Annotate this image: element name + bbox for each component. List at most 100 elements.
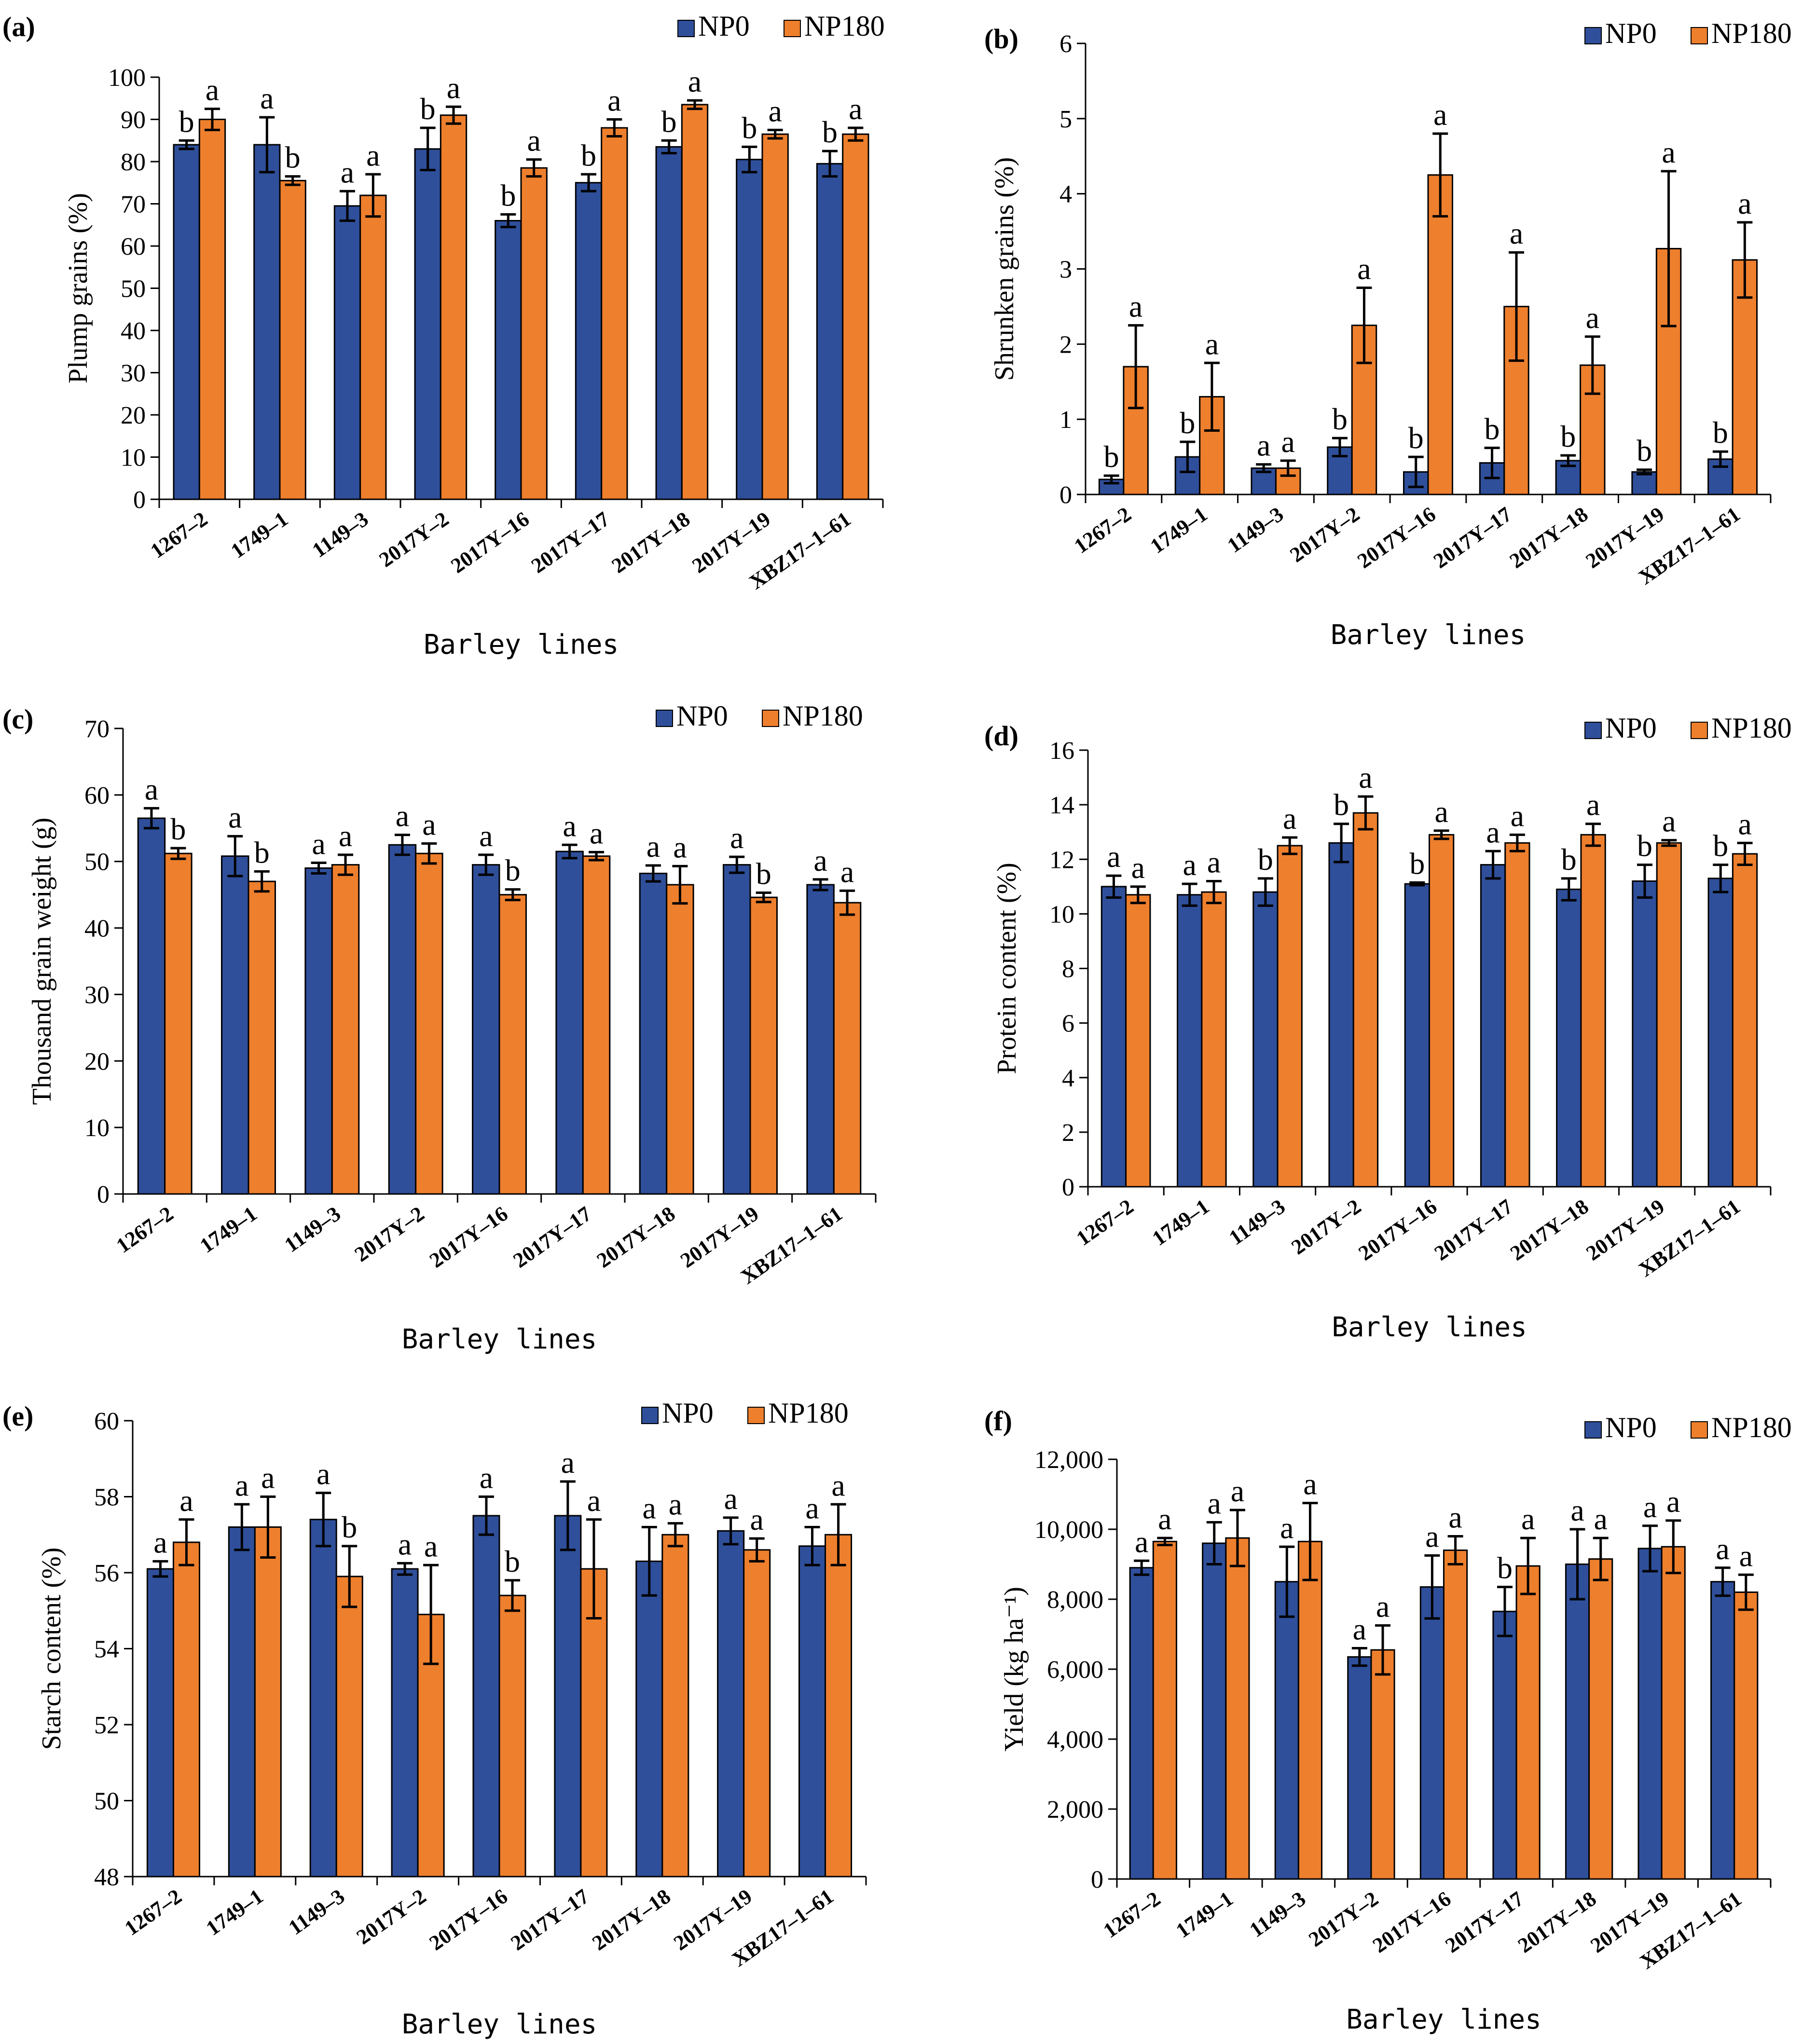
legend-swatch-np180 [762, 710, 779, 727]
significance-letter: a [1511, 798, 1524, 833]
category-label: 2017Y–17 [509, 1202, 596, 1273]
legend-swatch-np180 [784, 20, 801, 37]
legend-label-np0: NP0 [1605, 1412, 1657, 1443]
significance-letter: b [1713, 829, 1728, 863]
category-label: 2017Y–16 [1354, 1194, 1441, 1265]
x-axis-title: Barley lines [402, 2009, 597, 2040]
significance-letter: a [607, 83, 621, 118]
category-label: 2017Y–17 [527, 507, 614, 578]
bar-np180-8 [825, 1534, 853, 1878]
significance-letter: a [1129, 289, 1142, 323]
significance-letter: b [254, 835, 270, 869]
bar-np0-7 [1631, 471, 1657, 495]
bar-np0-7 [1637, 1548, 1663, 1880]
x-axis-title: Barley lines [1331, 619, 1526, 651]
bar-np0-4 [472, 864, 500, 1195]
bar-np0-4 [472, 1515, 500, 1878]
significance-letter: b [1332, 402, 1348, 436]
legend: NP0 NP180 [641, 1397, 849, 1429]
bar-np180-7 [743, 1549, 771, 1878]
bar-np0-3 [388, 844, 417, 1195]
significance-letter: b [822, 115, 838, 149]
y-tick-label: 10 [1049, 901, 1074, 928]
bar-np180-5 [601, 127, 628, 500]
significance-letter: a [1662, 135, 1675, 169]
y-tick-label: 60 [84, 782, 110, 809]
y-tick-label: 60 [121, 233, 146, 261]
bar-np180-3 [415, 852, 443, 1195]
y-tick-label: 70 [121, 191, 146, 219]
y-tick-label: 30 [121, 360, 146, 387]
legend-label-np0: NP0 [698, 10, 750, 42]
bar-np0-4 [495, 220, 522, 500]
x-axis-title: Barley lines [1346, 2004, 1541, 2035]
category-label: 1267–2 [1099, 1887, 1165, 1943]
significance-letter: a [422, 807, 436, 841]
significance-letter: a [424, 1529, 438, 1563]
y-tick-label: 12,000 [1034, 1446, 1103, 1474]
panel-label: (c) [2, 703, 33, 735]
bar-np180-6 [661, 1534, 689, 1878]
y-tick-label: 6 [1059, 30, 1072, 58]
significance-letter: a [849, 92, 862, 126]
y-tick-label: 2 [1062, 1119, 1074, 1147]
legend-swatch-np180 [747, 1407, 765, 1424]
legend: NP0 NP180 [1584, 17, 1792, 49]
legend-label-np180: NP180 [1711, 712, 1792, 744]
y-tick-label: 8,000 [1047, 1586, 1103, 1614]
bar-np0-2 [309, 1519, 337, 1878]
y-axis-title: Starch content (%) [37, 1548, 67, 1750]
category-label: 1149–3 [284, 1884, 349, 1939]
y-axis-title: Thousand grain weight (g) [27, 818, 57, 1105]
bar-np0-8 [816, 163, 844, 500]
significance-letter: b [661, 104, 677, 138]
y-tick-label: 0 [1062, 1174, 1074, 1201]
legend-label-np180: NP180 [768, 1397, 849, 1429]
bar-np180-4 [1427, 174, 1453, 495]
significance-letter: a [750, 1502, 763, 1536]
significance-letter: a [1183, 848, 1196, 882]
y-tick-label: 4 [1059, 181, 1072, 208]
category-label: 1267–2 [1070, 502, 1135, 558]
significance-letter: b [170, 812, 186, 846]
bar-np180-5 [1504, 842, 1530, 1188]
significance-letter: a [1739, 1538, 1753, 1573]
bar-np0-5 [1492, 1610, 1517, 1880]
significance-letter: a [1231, 1474, 1244, 1508]
y-tick-label: 4 [1062, 1065, 1074, 1092]
significance-letter: b [1408, 421, 1424, 455]
bar-np0-2 [1252, 891, 1279, 1188]
legend-label-np180: NP180 [804, 10, 885, 42]
significance-letter: a [398, 1527, 412, 1561]
bar-np0-2 [304, 867, 333, 1195]
significance-letter: b [505, 853, 521, 888]
significance-letter: a [669, 1487, 682, 1522]
bar-np180-8 [1732, 853, 1758, 1188]
y-tick-label: 50 [121, 275, 146, 303]
bar-np0-4 [1419, 1586, 1445, 1880]
category-label: 2017Y–17 [507, 1884, 593, 1955]
significance-letter: b [1180, 406, 1195, 440]
bar-np180-4 [498, 1594, 526, 1878]
significance-letter: a [831, 1468, 845, 1502]
bar-np180-4 [520, 167, 548, 500]
bar-np0-3 [414, 148, 441, 500]
bar-np180-0 [172, 1541, 200, 1878]
significance-letter: a [1586, 301, 1599, 335]
category-label: 1749–1 [195, 1202, 261, 1258]
significance-letter: b [1561, 842, 1577, 877]
bar-np0-1 [1177, 894, 1203, 1188]
y-tick-label: 48 [94, 1864, 119, 1891]
y-tick-label: 16 [1049, 737, 1074, 765]
significance-letter: b [1637, 829, 1652, 863]
y-axis-title: Shrunken grains (%) [990, 157, 1019, 381]
legend: NP0 NP180 [1584, 1412, 1792, 1443]
panel-label: (a) [2, 11, 35, 42]
bar-np0-5 [555, 851, 584, 1195]
category-label: 1267–2 [1072, 1194, 1138, 1250]
bar-np180-7 [761, 133, 789, 500]
significance-letter: a [1303, 1467, 1317, 1501]
bar-np180-1 [1225, 1537, 1250, 1880]
